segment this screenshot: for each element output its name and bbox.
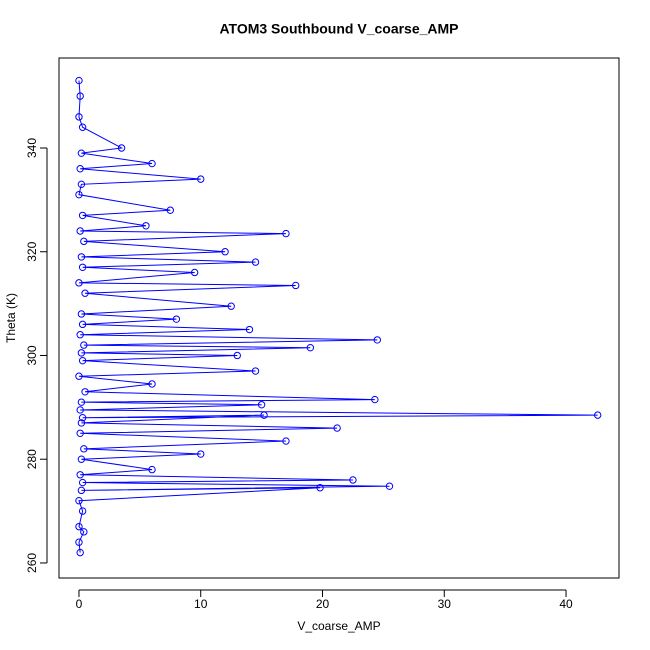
data-point	[166, 206, 174, 214]
y-tick-label: 320	[25, 241, 39, 261]
data-point	[78, 263, 87, 271]
data-point	[80, 237, 88, 246]
data-point	[75, 190, 83, 199]
y-tick-label: 260	[25, 553, 39, 573]
data-point	[197, 450, 205, 458]
data-point	[78, 414, 87, 422]
data-point	[77, 149, 86, 157]
data-point	[349, 476, 357, 484]
data-point	[148, 465, 156, 474]
data-point	[75, 522, 83, 531]
data-point	[282, 437, 290, 445]
data-point	[117, 144, 126, 152]
data-point	[221, 248, 229, 256]
data-point	[371, 395, 379, 404]
data-point	[75, 76, 83, 85]
data-point	[75, 372, 83, 380]
y-tick-label: 300	[25, 345, 39, 365]
data-point	[76, 471, 84, 479]
data-line	[78, 80, 598, 553]
data-point	[75, 538, 83, 546]
data-point	[77, 455, 86, 463]
data-point	[80, 528, 88, 536]
data-point	[76, 227, 84, 235]
y-tick-label: 340	[25, 138, 39, 158]
data-point	[233, 351, 241, 360]
data-point	[77, 398, 86, 406]
data-point	[316, 484, 324, 492]
data-point	[81, 289, 89, 297]
x-tick-label: 0	[76, 597, 83, 611]
x-tick-label: 40	[559, 597, 573, 611]
data-point	[260, 411, 268, 419]
data-point	[292, 281, 300, 290]
data-point	[78, 507, 87, 515]
data-point	[227, 302, 235, 310]
data-point	[148, 159, 156, 168]
data-point	[76, 548, 84, 557]
data-point	[78, 356, 87, 365]
x-tick-label: 10	[194, 597, 208, 611]
data-point	[251, 367, 260, 375]
data-point	[306, 343, 315, 352]
data-point	[245, 325, 254, 334]
plot-frame	[58, 57, 620, 579]
data-point	[172, 315, 181, 323]
data-point	[197, 175, 205, 183]
data-point	[77, 253, 86, 261]
data-point	[78, 211, 87, 220]
data-point	[76, 92, 84, 100]
data-point	[282, 229, 290, 238]
data-point	[251, 258, 260, 266]
data-point	[76, 331, 84, 339]
data-point	[77, 486, 86, 495]
data-point	[148, 380, 156, 388]
y-axis-title: Theta (K)	[4, 293, 18, 343]
data-point	[593, 411, 602, 419]
data-point	[78, 478, 87, 487]
data-point	[190, 268, 199, 277]
data-point	[78, 123, 87, 131]
data-point	[373, 336, 381, 344]
data-point	[77, 349, 86, 357]
data-point	[77, 180, 86, 189]
data-point	[333, 424, 341, 432]
data-point	[81, 388, 89, 396]
data-point	[75, 279, 83, 287]
data-point	[75, 113, 83, 121]
chart-title: ATOM3 Southbound V_coarse_AMP	[219, 21, 458, 37]
data-point	[80, 341, 88, 349]
data-point	[385, 482, 394, 490]
data-point	[77, 419, 86, 427]
data-point	[78, 320, 87, 329]
data-point	[76, 406, 84, 414]
x-tick-label: 20	[316, 597, 330, 611]
x-tick-label: 30	[438, 597, 452, 611]
data-point	[80, 445, 88, 453]
data-point	[76, 165, 84, 173]
data-point	[76, 429, 84, 437]
x-axis-title: V_coarse_AMP	[297, 619, 380, 633]
data-point	[257, 401, 266, 409]
data-point	[75, 497, 83, 505]
data-point	[77, 310, 86, 318]
y-tick-label: 280	[25, 449, 39, 469]
data-point	[142, 222, 150, 230]
